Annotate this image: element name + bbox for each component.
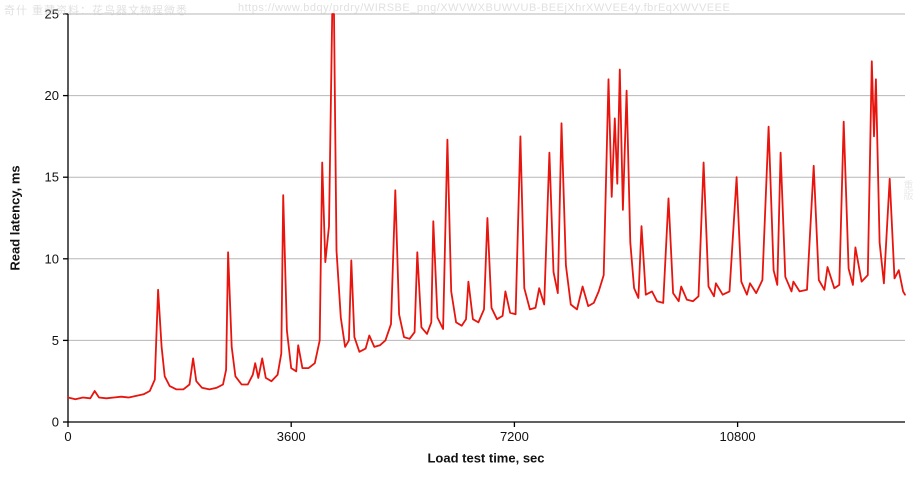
y-tick-label: 20 [45,88,59,103]
y-tick-label: 0 [52,415,59,430]
y-tick-label: 25 [45,7,59,22]
x-tick-label: 3600 [277,429,306,444]
latency-series-line [67,13,906,401]
x-tick-label: 7200 [500,429,529,444]
x-tick-label: 10800 [720,429,756,444]
y-tick-label: 5 [52,333,59,348]
y-axis-title: Read latency, ms [7,165,23,271]
y-tick-label: 10 [45,251,59,266]
x-tick-label: 0 [64,429,71,444]
x-axis-title: Load test time, sec [427,450,545,466]
y-tick-label: 15 [45,170,59,185]
